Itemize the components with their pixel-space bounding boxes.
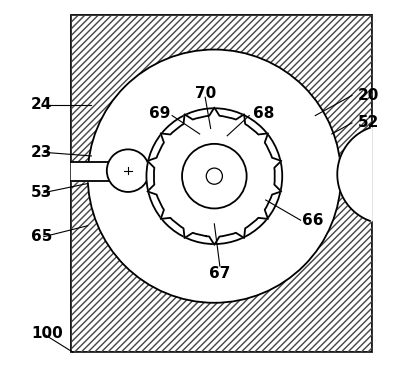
- Circle shape: [206, 168, 222, 184]
- Text: 23: 23: [31, 145, 52, 160]
- Text: 69: 69: [149, 106, 170, 121]
- Text: 24: 24: [31, 97, 52, 112]
- Circle shape: [146, 108, 282, 244]
- Bar: [71, 15, 371, 352]
- Circle shape: [182, 144, 246, 208]
- Circle shape: [107, 149, 149, 192]
- Polygon shape: [71, 162, 150, 181]
- Bar: [71, 15, 371, 352]
- Text: 67: 67: [209, 266, 230, 281]
- Text: 53: 53: [31, 185, 52, 200]
- Text: 70: 70: [194, 86, 215, 101]
- Text: 52: 52: [356, 116, 378, 130]
- Circle shape: [88, 50, 340, 303]
- Text: 66: 66: [301, 213, 323, 228]
- Text: 100: 100: [31, 327, 62, 341]
- Text: 20: 20: [356, 88, 378, 103]
- Text: 68: 68: [252, 106, 273, 121]
- Polygon shape: [147, 108, 280, 245]
- Polygon shape: [337, 128, 371, 221]
- Text: 65: 65: [31, 229, 52, 244]
